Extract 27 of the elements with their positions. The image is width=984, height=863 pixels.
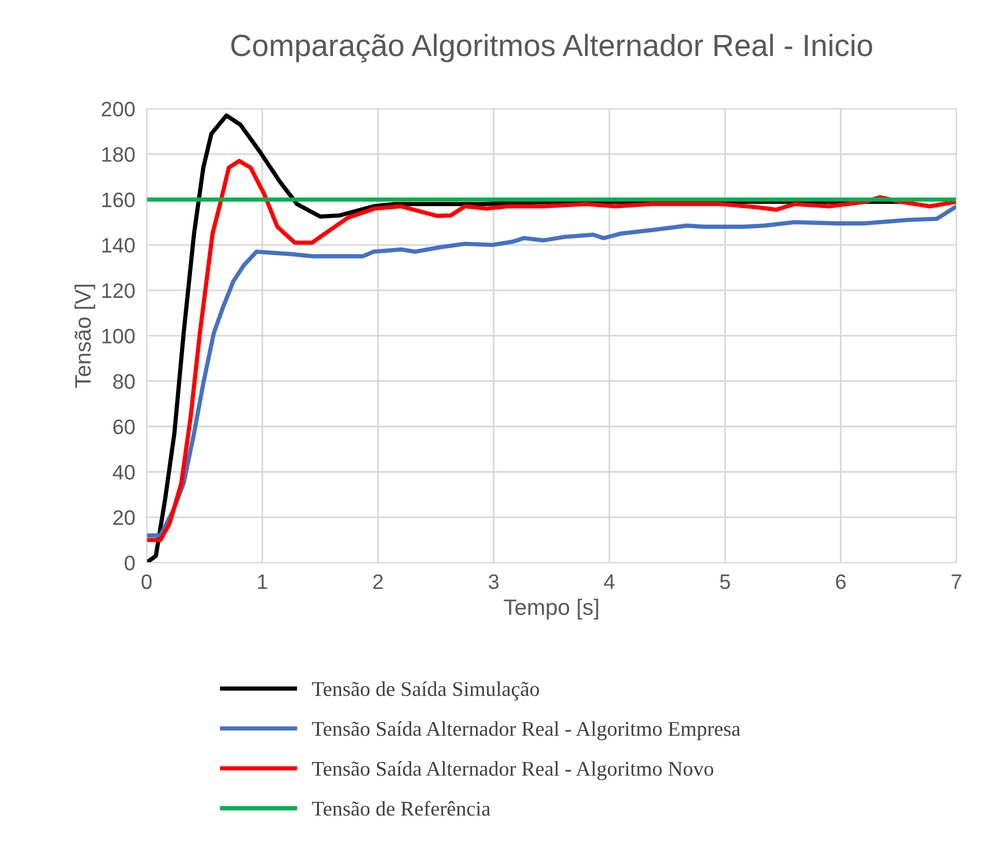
x-tick-label: 6 xyxy=(836,574,846,590)
y-tick-label: 180 xyxy=(102,147,135,162)
y-tick-label: 80 xyxy=(113,374,135,389)
y-tick-label: 40 xyxy=(112,464,135,480)
x-tick-label: 2 xyxy=(373,574,383,589)
y-tick-label: 0 xyxy=(124,556,135,570)
legend-label: Tensão de Saída Simulação xyxy=(312,681,540,700)
y-axis-title: Tensão [V] xyxy=(74,284,96,388)
x-tick-label: 5 xyxy=(720,574,730,590)
legend-label: Tensão Saída Alternador Real - Algoritmo Novo xyxy=(312,761,714,780)
x-tick-label: 0 xyxy=(142,574,152,590)
y-tick-label: 120 xyxy=(102,283,135,298)
y-tick-label: 200 xyxy=(102,102,135,116)
y-tick-label: 100 xyxy=(102,328,135,344)
x-tick-label: 4 xyxy=(604,574,615,589)
x-tick-label: 1 xyxy=(258,574,268,589)
line-series xyxy=(146,113,901,563)
x-axis-title: Tempo [s] xyxy=(504,598,598,620)
y-tick-label: 20 xyxy=(113,510,135,526)
y-tick-label: 160 xyxy=(102,192,135,208)
y-tick-label: 140 xyxy=(102,238,135,253)
x-tick-label: 3 xyxy=(488,574,499,590)
y-tick-label: 60 xyxy=(113,419,135,434)
chart-title: Comparação Algoritmos Alternador Real - Inicio xyxy=(231,34,872,62)
x-tick-label: 7 xyxy=(952,574,962,589)
legend-label: Tensão Saída Alternador Real - Algoritmo Empresa xyxy=(312,721,740,740)
legend-label: Tensão de Referência xyxy=(312,800,490,816)
